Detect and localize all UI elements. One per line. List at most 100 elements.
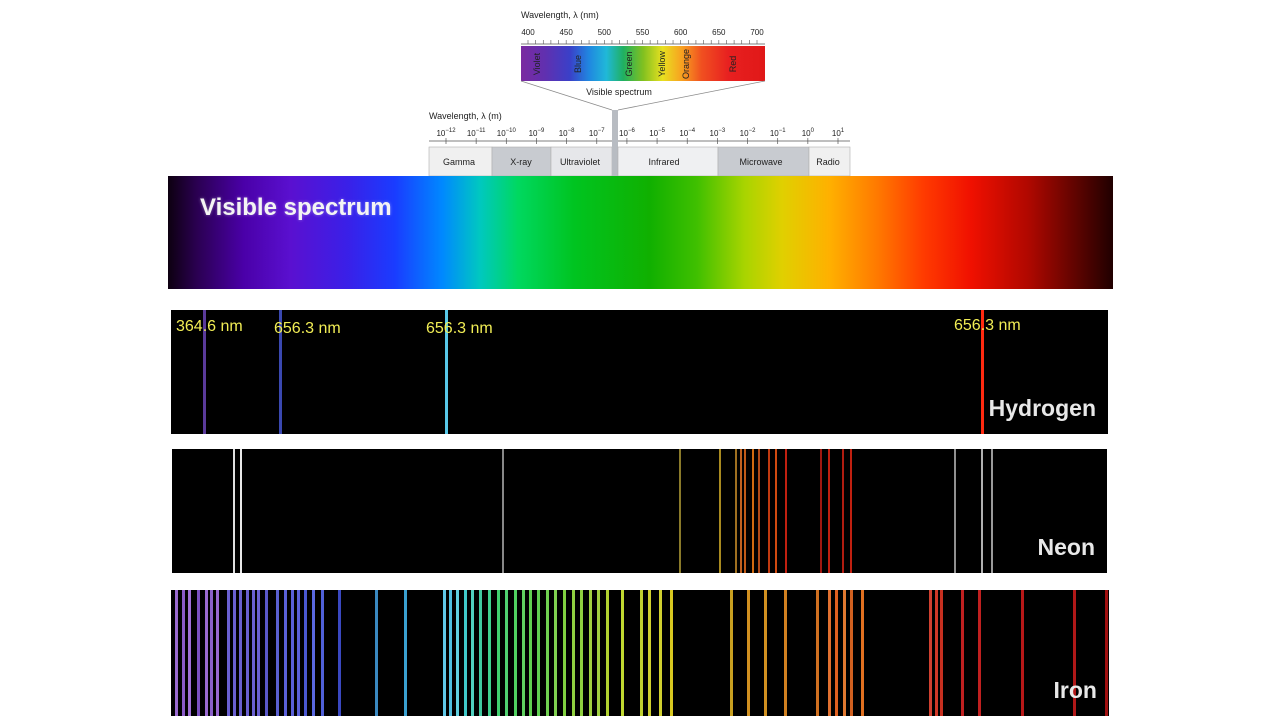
iron-emission-line <box>514 590 518 716</box>
color-name-blue: Blue <box>573 55 583 73</box>
m-tick-label: 10−2 <box>740 128 756 138</box>
neon-emission-line <box>953 449 956 573</box>
iron-emission-line <box>304 590 308 716</box>
m-tick-label: 10−8 <box>559 128 575 138</box>
nm-tick-labels: 400 450 500 550 600 650 700 <box>521 28 764 37</box>
iron-emission-line <box>658 590 662 716</box>
iron-emission-line <box>596 590 600 716</box>
iron-emission-line <box>337 590 341 716</box>
band-ultraviolet-box <box>550 146 613 176</box>
hydrogen-emission-line <box>202 310 206 434</box>
neon-emission-line <box>991 449 994 573</box>
iron-emission-line <box>187 590 191 716</box>
iron-emission-line <box>488 590 492 716</box>
iron-emission-line <box>210 590 214 716</box>
iron-emission-line <box>835 590 839 716</box>
neon-emission-line <box>678 449 681 573</box>
neon-label: Neon <box>1037 534 1096 560</box>
iron-emission-line <box>647 590 651 716</box>
m-tick-label: 10−5 <box>649 128 665 138</box>
iron-emission-line <box>375 590 379 716</box>
em-spectrum-diagram: Wavelength, λ (nm) 400 450 500 550 600 650 700… <box>428 10 851 176</box>
iron-emission-line <box>589 590 593 716</box>
visible-slot <box>612 110 618 176</box>
iron-emission-line <box>216 590 220 716</box>
iron-emission-line <box>182 590 186 716</box>
hydrogen-emission-line <box>980 310 984 434</box>
iron-emission-line <box>640 590 643 716</box>
m-tick-label: 10−7 <box>589 128 605 138</box>
nm-tick-label: 550 <box>636 28 650 37</box>
iron-emission-line <box>960 590 964 716</box>
nm-tick-label: 500 <box>598 28 612 37</box>
band-microwave-box <box>717 146 810 176</box>
nm-tick-label: 450 <box>559 28 573 37</box>
funnel-left-line <box>520 80 613 111</box>
visible-spectrum-caption: Visible spectrum <box>586 87 652 97</box>
iron-emission-line <box>579 590 583 716</box>
iron-emission-line <box>283 590 287 716</box>
iron-emission-line <box>842 590 846 716</box>
iron-emission-line <box>232 590 236 716</box>
wavelength-label-3: 656.3 nm <box>426 320 493 337</box>
iron-emission-line <box>264 590 268 716</box>
hydrogen-emission-line <box>278 310 282 434</box>
m-tick-label: 10−4 <box>679 128 695 138</box>
iron-emission-line <box>1105 590 1109 716</box>
color-name-labels: Violet Blue Green Yellow Orange Red <box>532 49 738 79</box>
neon-emission-line <box>775 449 778 573</box>
iron-emission-line <box>311 590 315 716</box>
iron-emission-line <box>621 590 625 716</box>
band-infrared-box <box>617 146 719 176</box>
nm-tick-label: 600 <box>674 28 688 37</box>
band-microwave-label: Microwave <box>739 157 782 167</box>
neon-emission-line <box>819 449 822 573</box>
iron-emission-line <box>238 590 242 716</box>
nm-tick-label: 400 <box>521 28 535 37</box>
iron-emission-line <box>504 590 508 716</box>
iron-emission-line <box>521 590 525 716</box>
iron-emission-line <box>816 590 820 716</box>
visible-spectrum-bar: Visible spectrum <box>168 176 1113 289</box>
iron-emission-line <box>227 590 231 716</box>
neon-emission-line <box>980 449 983 573</box>
iron-emission-line <box>563 590 567 716</box>
visible-spectrum-title: Visible spectrum <box>200 194 392 221</box>
band-gamma-label: Gamma <box>443 157 475 167</box>
m-tick-label: 10−12 <box>436 128 456 138</box>
iron-emission-line <box>257 590 261 716</box>
iron-emission-line <box>861 590 865 716</box>
iron-emission-line <box>251 590 255 716</box>
iron-emission-line <box>763 590 767 716</box>
iron-emission-line <box>321 590 325 716</box>
wavelength-label-2: 656.3 nm <box>274 320 341 337</box>
iron-emission-line <box>746 590 750 716</box>
neon-emission-line <box>758 449 761 573</box>
band-ultraviolet-label: Ultraviolet <box>560 157 601 167</box>
neon-spectrum-strip: Neon <box>172 449 1107 573</box>
neon-emission-line <box>734 449 737 573</box>
neon-emission-line <box>718 449 721 573</box>
neon-emission-line <box>849 449 852 573</box>
m-tick-labels: 10−12 10−11 10−10 10−9 10−8 10−7 10−6 10−5 10−4 1… <box>436 128 844 138</box>
band-radio-label: Radio <box>816 157 840 167</box>
band-xray-box <box>491 146 552 176</box>
iron-emission-line <box>296 590 300 716</box>
neon-emission-line <box>232 449 235 573</box>
iron-emission-line <box>827 590 831 716</box>
iron-emission-line <box>536 590 540 716</box>
iron-emission-line <box>850 590 854 716</box>
nm-tick-label: 700 <box>750 28 764 37</box>
neon-emission-line <box>744 449 747 573</box>
color-name-violet: Violet <box>532 52 542 75</box>
iron-emission-line <box>456 590 460 716</box>
iron-emission-line <box>928 590 932 716</box>
iron-emission-line <box>606 590 610 716</box>
m-tick-label: 10−1 <box>770 128 786 138</box>
iron-emission-line <box>197 590 201 716</box>
hydrogen-label: Hydrogen <box>988 395 1096 421</box>
visible-color-block <box>521 46 765 81</box>
nm-axis-title: Wavelength, λ (nm) <box>521 10 599 20</box>
iron-emission-line <box>276 590 280 716</box>
nm-ruler-ticks <box>527 40 758 44</box>
